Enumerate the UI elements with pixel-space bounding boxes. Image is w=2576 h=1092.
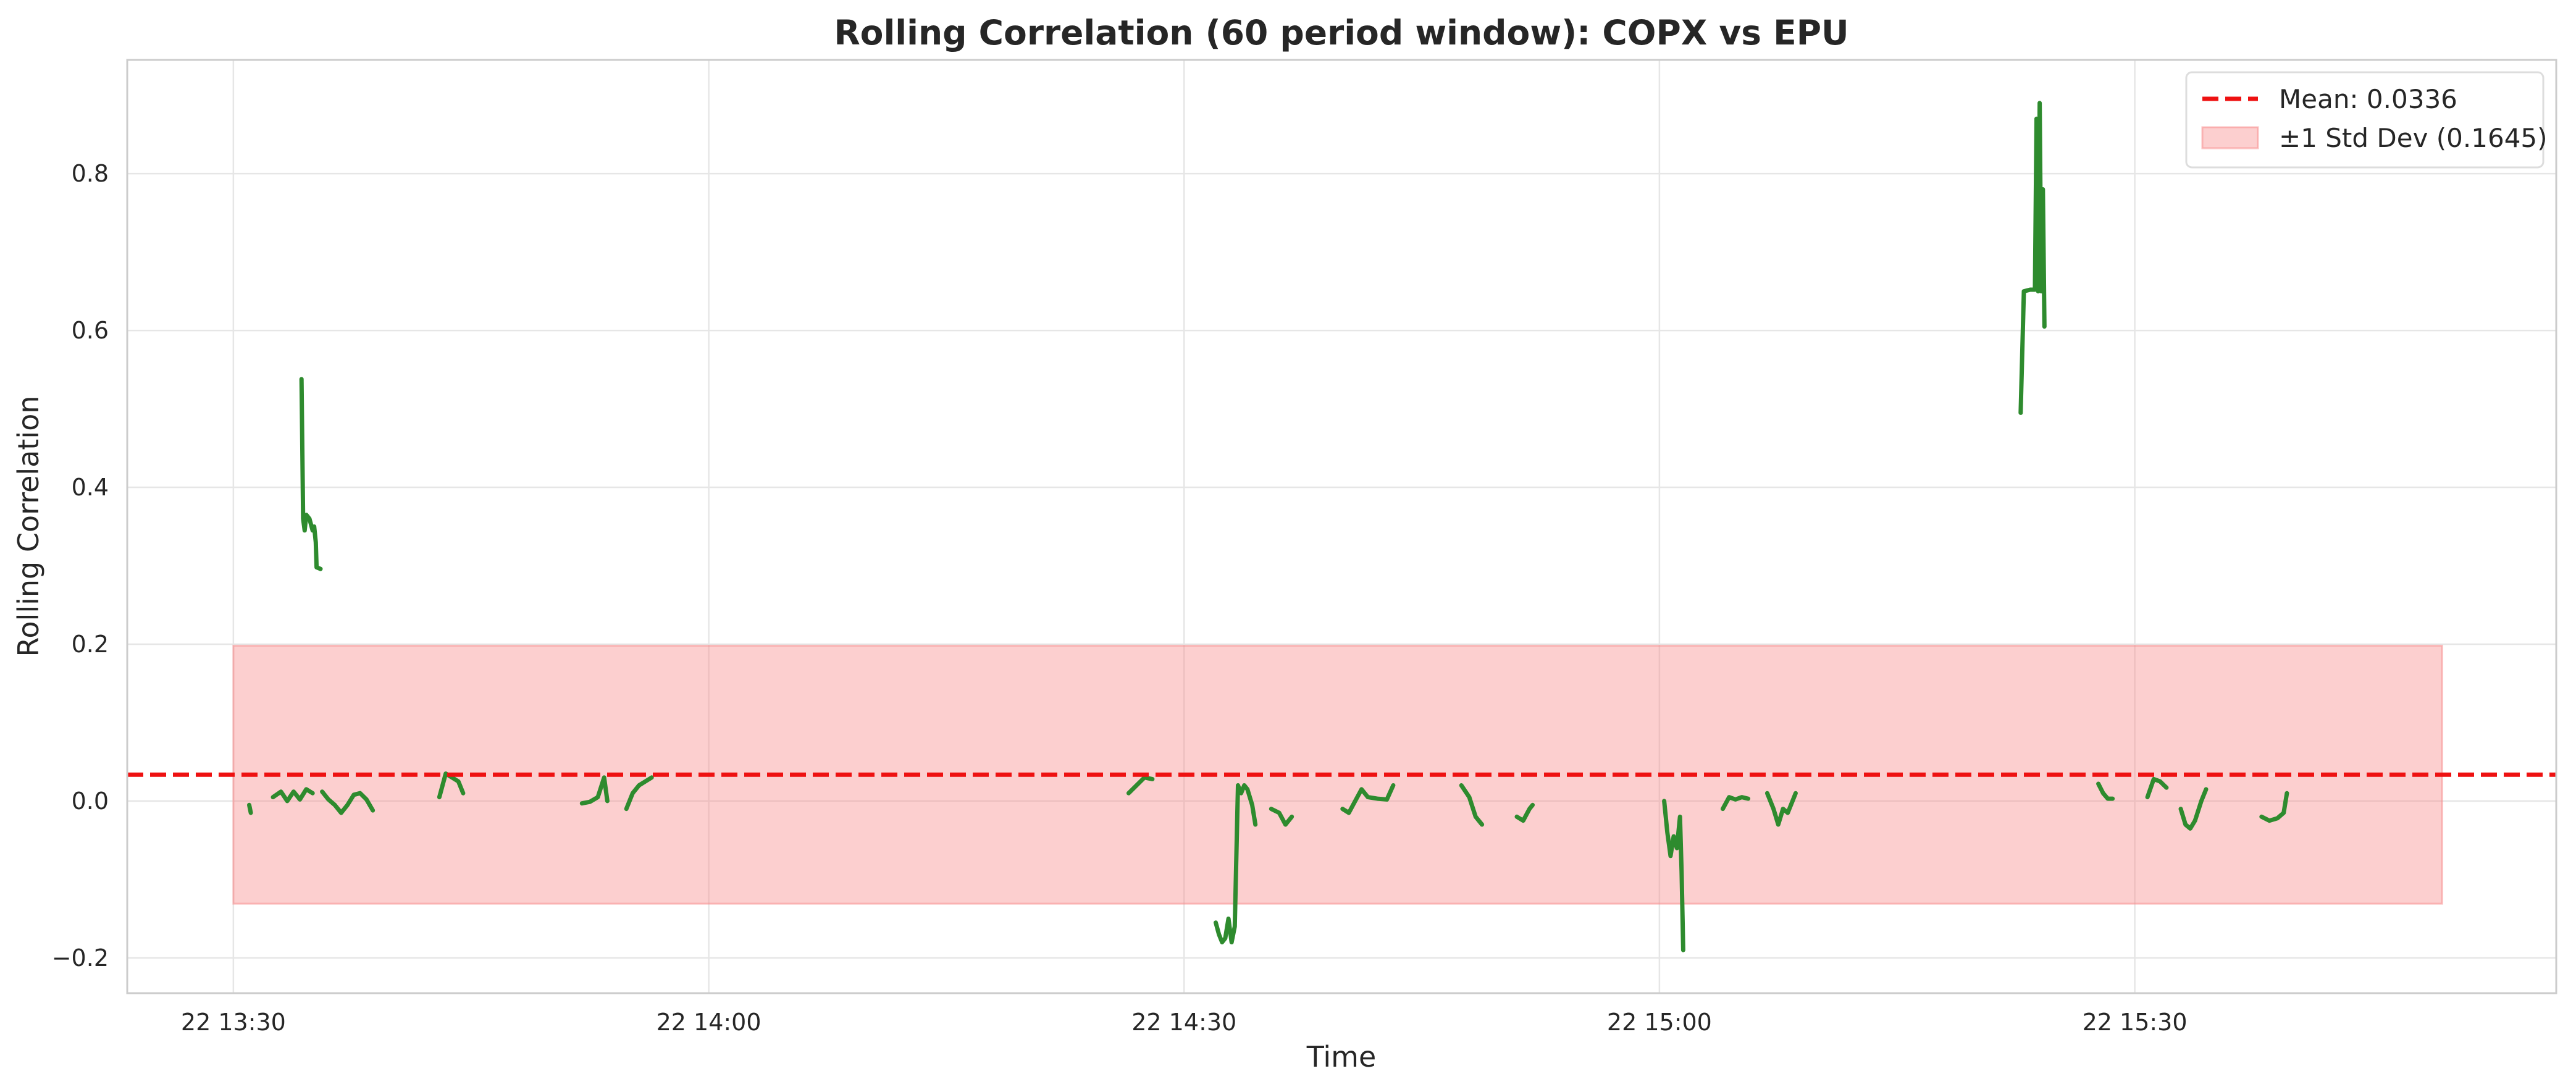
correlation-line-segment (320, 789, 375, 815)
legend-band-swatch (2201, 126, 2259, 149)
chart-title: Rolling Correlation (60 period window): … (834, 13, 1848, 52)
plot-frame (126, 59, 2557, 994)
series-layer (247, 101, 2289, 952)
x-tick-labels: 22 13:30 22 14:00 22 14:30 22 15:00 22 15:30 (181, 1009, 2188, 1036)
correlation-line-segment (624, 775, 654, 812)
y-axis-label: Rolling Correlation (12, 395, 45, 657)
y-tick-label: −0.2 (52, 944, 109, 972)
x-tick-label: 22 14:30 (1131, 1009, 1236, 1036)
correlation-line-segment (1214, 783, 1258, 944)
legend-box (2185, 71, 2545, 169)
y-tick-label: 0.6 (72, 317, 109, 344)
grid (127, 60, 2556, 993)
correlation-line-segment (1269, 807, 1294, 827)
correlation-line-segment (579, 775, 610, 806)
correlation-line-segment (1721, 795, 1751, 812)
y-tick-label: 0.4 (72, 474, 109, 501)
correlation-line-segment (1662, 799, 1685, 952)
x-tick-label: 22 13:30 (181, 1009, 286, 1036)
x-axis-label: Time (1306, 1040, 1377, 1073)
correlation-line-segment (299, 377, 323, 571)
correlation-line-segment (2018, 101, 2047, 415)
y-tick-labels: −0.2 0.0 0.2 0.4 0.6 0.8 (52, 160, 109, 972)
correlation-line-segment (2178, 787, 2209, 831)
legend: Mean: 0.0336 ±1 Std Dev (0.1645) (2185, 71, 2548, 169)
x-tick-label: 22 15:30 (2083, 1009, 2188, 1036)
x-tick-label: 22 15:00 (1607, 1009, 1712, 1036)
correlation-line-segment (271, 787, 315, 804)
y-tick-label: 0.0 (72, 788, 109, 815)
correlation-line-segment (1764, 791, 1798, 827)
legend-band-label: ±1 Std Dev (0.1645) (2279, 123, 2548, 153)
correlation-line-segment (437, 771, 466, 800)
y-tick-label: 0.8 (72, 160, 109, 187)
correlation-line-segment (2259, 791, 2289, 823)
correlation-line-segment (1514, 802, 1535, 823)
x-tick-label: 22 14:00 (657, 1009, 761, 1036)
correlation-line-segment (247, 802, 253, 815)
correlation-line-segment (1126, 775, 1155, 796)
y-tick-label: 0.2 (72, 631, 109, 658)
correlation-line-segment (1340, 783, 1396, 815)
correlation-line-segment (1459, 783, 1485, 827)
correlation-line-segment (2145, 776, 2169, 800)
correlation-line-segment (2096, 781, 2115, 801)
legend-mean-label: Mean: 0.0336 (2279, 84, 2457, 114)
